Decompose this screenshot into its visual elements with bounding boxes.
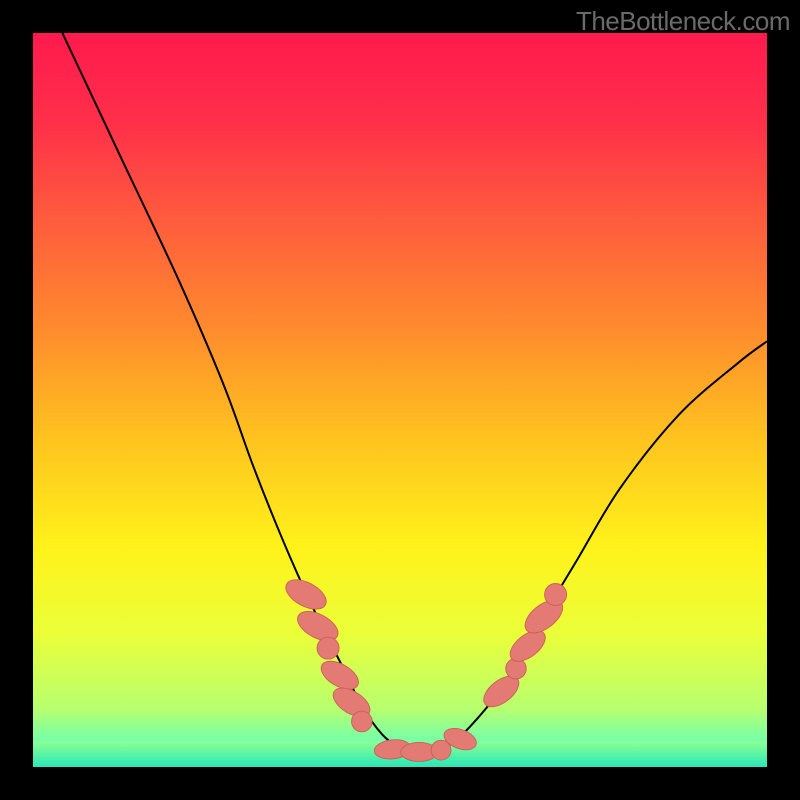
plot-area xyxy=(33,33,767,767)
curve-marker xyxy=(545,584,567,606)
curve-markers xyxy=(281,574,568,762)
curve-marker xyxy=(352,711,373,732)
root-container: TheBottleneck.com xyxy=(0,0,800,800)
curve-marker xyxy=(281,574,331,615)
curve-layer xyxy=(33,33,767,767)
bottleneck-curve xyxy=(62,33,767,753)
curve-marker xyxy=(317,637,339,659)
